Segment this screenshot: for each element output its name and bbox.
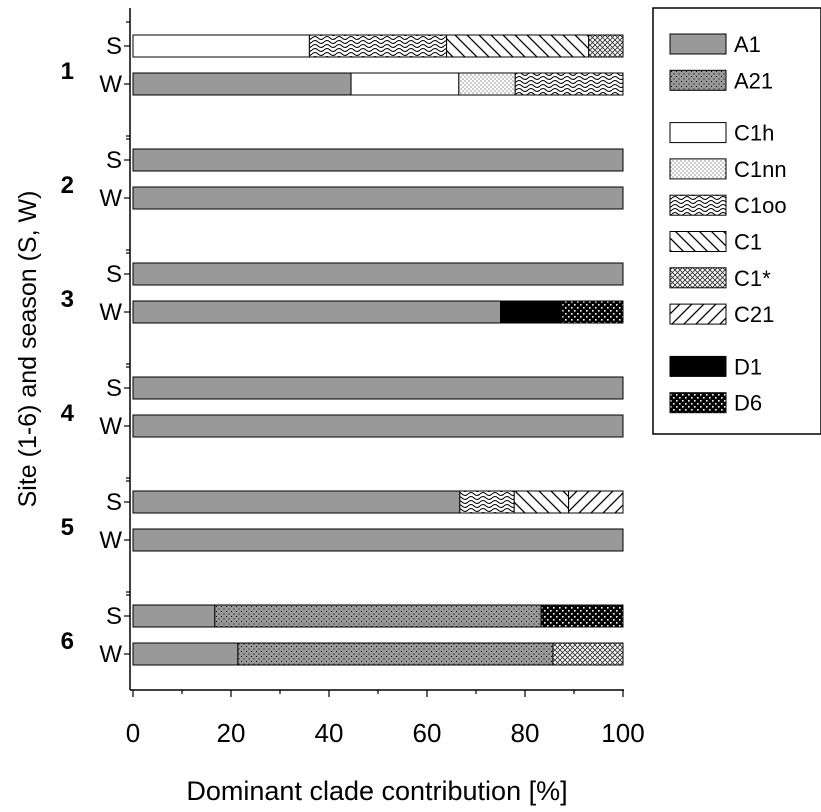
legend-swatch (669, 122, 727, 144)
bar-segment-c1h (350, 72, 460, 96)
x-tick-label: 40 (315, 718, 344, 748)
bar-segment-a1 (132, 186, 624, 210)
bar-segment-c1 (446, 34, 590, 58)
site-label: 6 (61, 628, 74, 655)
legend-swatch (669, 69, 727, 91)
bar-segment-a21 (237, 642, 554, 666)
x-tick-label: 80 (511, 718, 540, 748)
site-label: 2 (61, 172, 74, 199)
legend-label: A1 (734, 32, 761, 57)
bar-segment-a1 (132, 72, 352, 96)
legend-swatch (669, 392, 727, 414)
legend-swatch (669, 158, 727, 180)
season-label: W (99, 641, 122, 668)
season-label: S (106, 261, 122, 288)
legend-swatch (669, 267, 727, 289)
legend-label: C1oo (734, 193, 787, 218)
bar-segment-a1 (132, 148, 624, 172)
bar-segment-d1 (500, 300, 563, 324)
legend-swatch (669, 33, 727, 55)
legend-swatch (669, 231, 727, 252)
y-axis-label: Site (1-6) and season (S, W) (14, 191, 42, 508)
bar-segment-d6 (540, 604, 624, 628)
bar-segment-a1 (132, 528, 624, 552)
legend-label: C1* (734, 266, 771, 291)
bar-segment-a1 (132, 490, 461, 514)
legend-label: D6 (734, 391, 762, 416)
legend-label: C1 (734, 230, 762, 255)
season-label: W (99, 527, 122, 554)
season-label: W (99, 71, 122, 98)
season-label: S (106, 489, 122, 516)
x-tick-label: 100 (601, 718, 644, 748)
bar-segment-a1 (132, 642, 239, 666)
bar-segment-d6 (561, 300, 624, 324)
bar-segment-c1 (513, 490, 570, 514)
legend-label: C1nn (734, 157, 787, 182)
bar-segment-c21 (568, 490, 624, 514)
legend-label: A21 (734, 68, 773, 93)
x-tick-label: 20 (217, 718, 246, 748)
bars-layer (132, 34, 624, 666)
legend-swatch (669, 303, 727, 325)
season-label: S (106, 33, 122, 60)
site-label: 4 (61, 400, 75, 427)
site-label: 3 (61, 286, 74, 313)
bar-segment-c1nn (458, 72, 516, 96)
site-label: 1 (61, 58, 74, 85)
bar-segment-c1oo (514, 72, 624, 96)
bar-segment-a1 (132, 300, 501, 324)
x-tick-label: 0 (126, 718, 140, 748)
legend-swatch (669, 355, 727, 377)
season-label: S (106, 375, 122, 402)
bar-segment-c1star (588, 34, 624, 58)
legend-swatch (669, 194, 727, 216)
bar-segment-c1oo (308, 34, 448, 58)
legend-label: D1 (734, 354, 762, 379)
season-label: S (106, 603, 122, 630)
season-label: W (99, 413, 122, 440)
site-label: 5 (61, 514, 74, 541)
bar-segment-a1 (132, 604, 216, 628)
season-label: S (106, 147, 122, 174)
season-label: W (99, 299, 122, 326)
bar-segment-c1oo (459, 490, 515, 514)
bar-segment-c1h (132, 34, 310, 58)
x-axis-ticks: 0 20 40 60 80 100 (126, 690, 645, 748)
legend: A1 A21 C1h C1nn C1oo C1 C1* C21 D1 D6 (669, 32, 787, 416)
bar-segment-a1 (132, 376, 624, 400)
x-tick-label: 60 (413, 718, 442, 748)
legend-label: C21 (734, 302, 774, 327)
x-axis-label: Dominant clade contribution [%] (186, 776, 567, 806)
legend-label: C1h (734, 121, 774, 146)
bar-segment-a1 (132, 262, 624, 286)
bar-segment-c1star (552, 642, 624, 666)
season-label: W (99, 185, 122, 212)
bar-segment-a21 (214, 604, 542, 628)
bar-segment-a1 (132, 414, 624, 438)
